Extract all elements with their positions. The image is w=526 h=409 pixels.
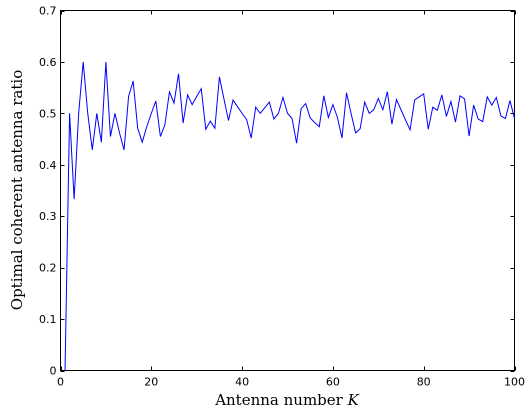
y-axis-title: Optimal coherent antenna ratio — [8, 70, 26, 310]
y-tick-label: 0 — [50, 365, 57, 378]
y-tick-label: 0.5 — [39, 107, 57, 120]
y-tick-label: 0.4 — [39, 159, 57, 172]
x-tick-label: 20 — [144, 376, 158, 389]
y-tick-label: 0.1 — [39, 313, 57, 326]
x-tick-label: 80 — [417, 376, 431, 389]
x-tick-label: 0 — [57, 376, 64, 389]
x-tick-label: 40 — [235, 376, 249, 389]
axis-ticks — [60, 10, 516, 372]
x-tick-label: 100 — [504, 376, 525, 389]
y-tick-label: 0.6 — [39, 56, 57, 69]
tick-labels: 0 20 40 60 80 100 0 0.1 0.2 0.3 0.4 0.5 0.6 0.7 — [39, 5, 525, 389]
y-tick-label: 0.2 — [39, 262, 57, 275]
x-tick-label: 60 — [326, 376, 340, 389]
x-axis-title-variable: K — [347, 391, 360, 409]
y-tick-label: 0.3 — [39, 210, 57, 223]
x-axis-title-main: Antenna number — [214, 391, 347, 409]
y-tick-label: 0.7 — [39, 5, 57, 18]
series-line — [64, 61, 515, 371]
x-axis-title: Antenna number K — [214, 391, 359, 409]
plot-frame — [60, 10, 515, 371]
